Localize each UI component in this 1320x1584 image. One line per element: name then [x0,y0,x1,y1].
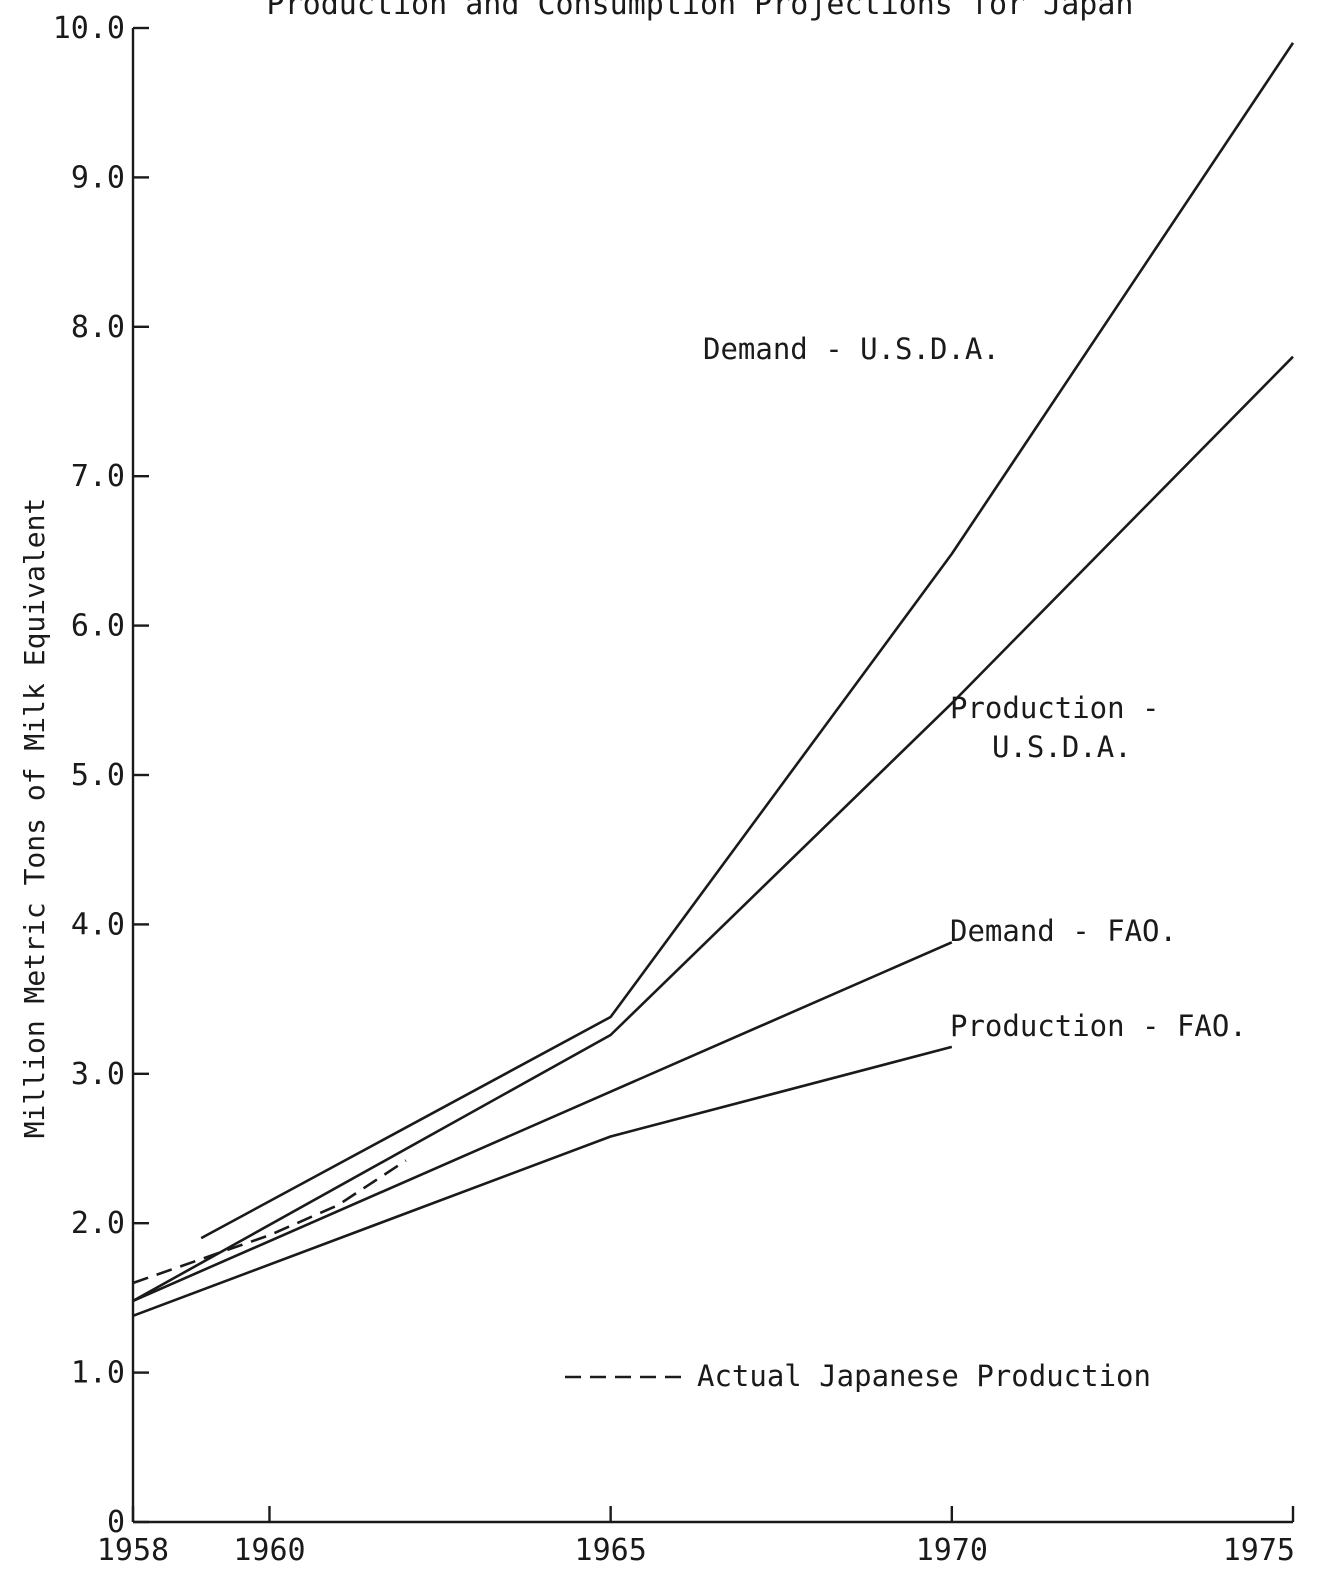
series-line-demand-fao [132,941,953,1303]
y-tick-label: 8.0 [71,310,125,345]
x-tick-label: 1958 [97,1533,169,1568]
x-tick-label: 1975 [1223,1533,1295,1568]
legend-label-actual-production: Actual Japanese Production [697,1359,1151,1393]
y-tick-label: 9.0 [71,160,125,195]
series-line-production-fao [132,1045,953,1318]
x-tick-label: 1965 [575,1533,647,1568]
annotation-demand-usda: Demand - U.S.D.A. [703,332,1000,366]
axes [131,28,1293,1524]
x-tick-label: 1960 [233,1533,305,1568]
series-line-production-u-s-d-a [132,355,1294,1303]
y-tick-label: 7.0 [71,459,125,494]
series-lines [132,42,1295,1318]
series-line-demand-u-s-d-a [200,42,1295,1240]
annotation-demand-fao: Demand - FAO. [950,914,1177,948]
x-tick-label: 1970 [916,1533,988,1568]
y-tick-label: 3.0 [71,1057,125,1092]
y-axis-label: Million Metric Tons of Milk Equivalent [18,498,51,1139]
y-tick-label: 6.0 [71,609,125,644]
ticks: 0 1.0 2.0 3.0 4.0 5.0 6.0 7.0 8.0 9.0 10.0 1958 1960… [53,11,1295,1568]
annotation-production-fao: Production - FAO. [950,1009,1247,1043]
y-tick-label: 0 [107,1505,125,1540]
annotation-production-usda-line2: U.S.D.A. [992,730,1132,764]
y-tick-label: 1.0 [71,1356,125,1391]
annotation-production-usda-line1: Production - [950,691,1160,725]
y-tick-label: 10.0 [53,11,125,46]
legend: Actual Japanese Production [565,1359,1151,1393]
chart-title: Production and Consumption Projections f… [267,0,1134,22]
y-tick-label: 5.0 [71,758,125,793]
y-tick-label: 2.0 [71,1206,125,1241]
y-tick-label: 4.0 [71,907,125,942]
